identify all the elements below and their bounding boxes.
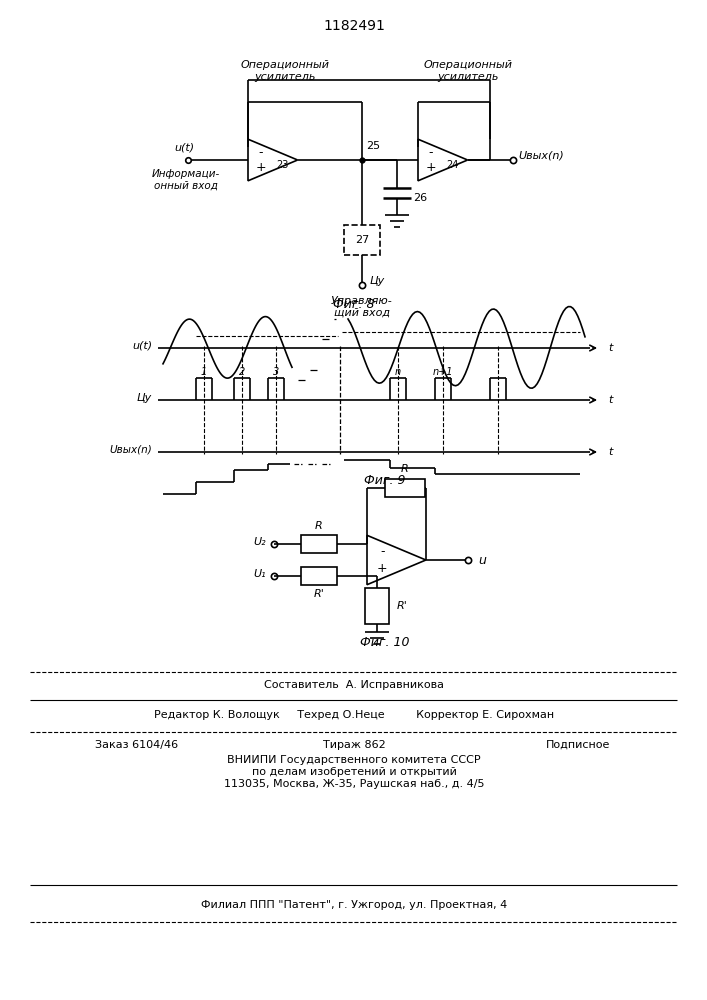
Text: +: + xyxy=(426,161,436,174)
Text: Операционный: Операционный xyxy=(423,60,513,70)
Text: Управляю-: Управляю- xyxy=(331,296,393,306)
Text: Тираж 862: Тираж 862 xyxy=(322,740,385,750)
Text: 26: 26 xyxy=(413,193,427,203)
Text: 27: 27 xyxy=(355,235,369,245)
Bar xyxy=(385,479,425,497)
Text: 25: 25 xyxy=(366,141,380,151)
Bar xyxy=(344,225,380,255)
Bar xyxy=(365,588,389,624)
Text: 24: 24 xyxy=(446,160,458,170)
Text: u(t): u(t) xyxy=(174,143,194,153)
Text: R: R xyxy=(401,464,409,474)
Text: R: R xyxy=(315,521,323,531)
Bar xyxy=(301,535,337,553)
Text: U₂: U₂ xyxy=(253,537,266,547)
Text: Филиал ППП "Патент", г. Ужгород, ул. Проектная, 4: Филиал ППП "Патент", г. Ужгород, ул. Про… xyxy=(201,900,507,910)
Text: n+1: n+1 xyxy=(433,367,453,377)
Text: щий вход: щий вход xyxy=(334,308,390,318)
Text: Uвых(n): Uвых(n) xyxy=(110,445,152,455)
Text: -: - xyxy=(380,545,385,558)
Text: R': R' xyxy=(397,601,408,611)
Text: u(t): u(t) xyxy=(132,341,152,351)
Text: Информаци-: Информаци- xyxy=(152,169,220,179)
Text: Составитель  А. Исправникова: Составитель А. Исправникова xyxy=(264,680,444,690)
Text: усилитель: усилитель xyxy=(438,72,498,82)
Text: по делам изобретений и открытий: по делам изобретений и открытий xyxy=(252,767,457,777)
Text: ВНИИПИ Государственного комитета СССР: ВНИИПИ Государственного комитета СССР xyxy=(227,755,481,765)
Text: +: + xyxy=(255,161,266,174)
Text: 113035, Москва, Ж-35, Раушская наб., д. 4/5: 113035, Москва, Ж-35, Раушская наб., д. … xyxy=(223,779,484,789)
Text: 1: 1 xyxy=(201,367,207,377)
Text: t: t xyxy=(608,395,612,405)
Text: +: + xyxy=(377,562,387,575)
Text: Фиг. 10: Фиг. 10 xyxy=(361,636,410,648)
Text: 1182491: 1182491 xyxy=(323,19,385,33)
Text: Редактор К. Волощук     Техред О.Неце         Корректор Е. Сирохман: Редактор К. Волощук Техред О.Неце Коррек… xyxy=(154,710,554,720)
Text: R': R' xyxy=(314,589,325,599)
Text: -: - xyxy=(259,146,263,159)
Text: t: t xyxy=(608,447,612,457)
Text: Цу: Цу xyxy=(136,393,152,403)
Text: 3: 3 xyxy=(273,367,279,377)
Text: Фиг. 9: Фиг. 9 xyxy=(364,474,406,487)
Bar xyxy=(301,567,337,585)
Text: усилитель: усилитель xyxy=(255,72,316,82)
Text: t: t xyxy=(608,343,612,353)
Text: Uвых(n): Uвых(n) xyxy=(519,151,564,161)
Text: -: - xyxy=(428,146,433,159)
Text: Операционный: Операционный xyxy=(240,60,329,70)
Text: онный вход: онный вход xyxy=(154,181,218,191)
Text: u: u xyxy=(478,554,486,566)
Text: Подписное: Подписное xyxy=(546,740,610,750)
Text: U₁: U₁ xyxy=(253,569,266,579)
Text: n: n xyxy=(395,367,401,377)
Text: Заказ 6104/46: Заказ 6104/46 xyxy=(95,740,178,750)
Text: Фиг. 8: Фиг. 8 xyxy=(333,298,375,312)
Text: Цу: Цу xyxy=(370,276,385,286)
Text: 23: 23 xyxy=(276,160,288,170)
Text: 2: 2 xyxy=(239,367,245,377)
